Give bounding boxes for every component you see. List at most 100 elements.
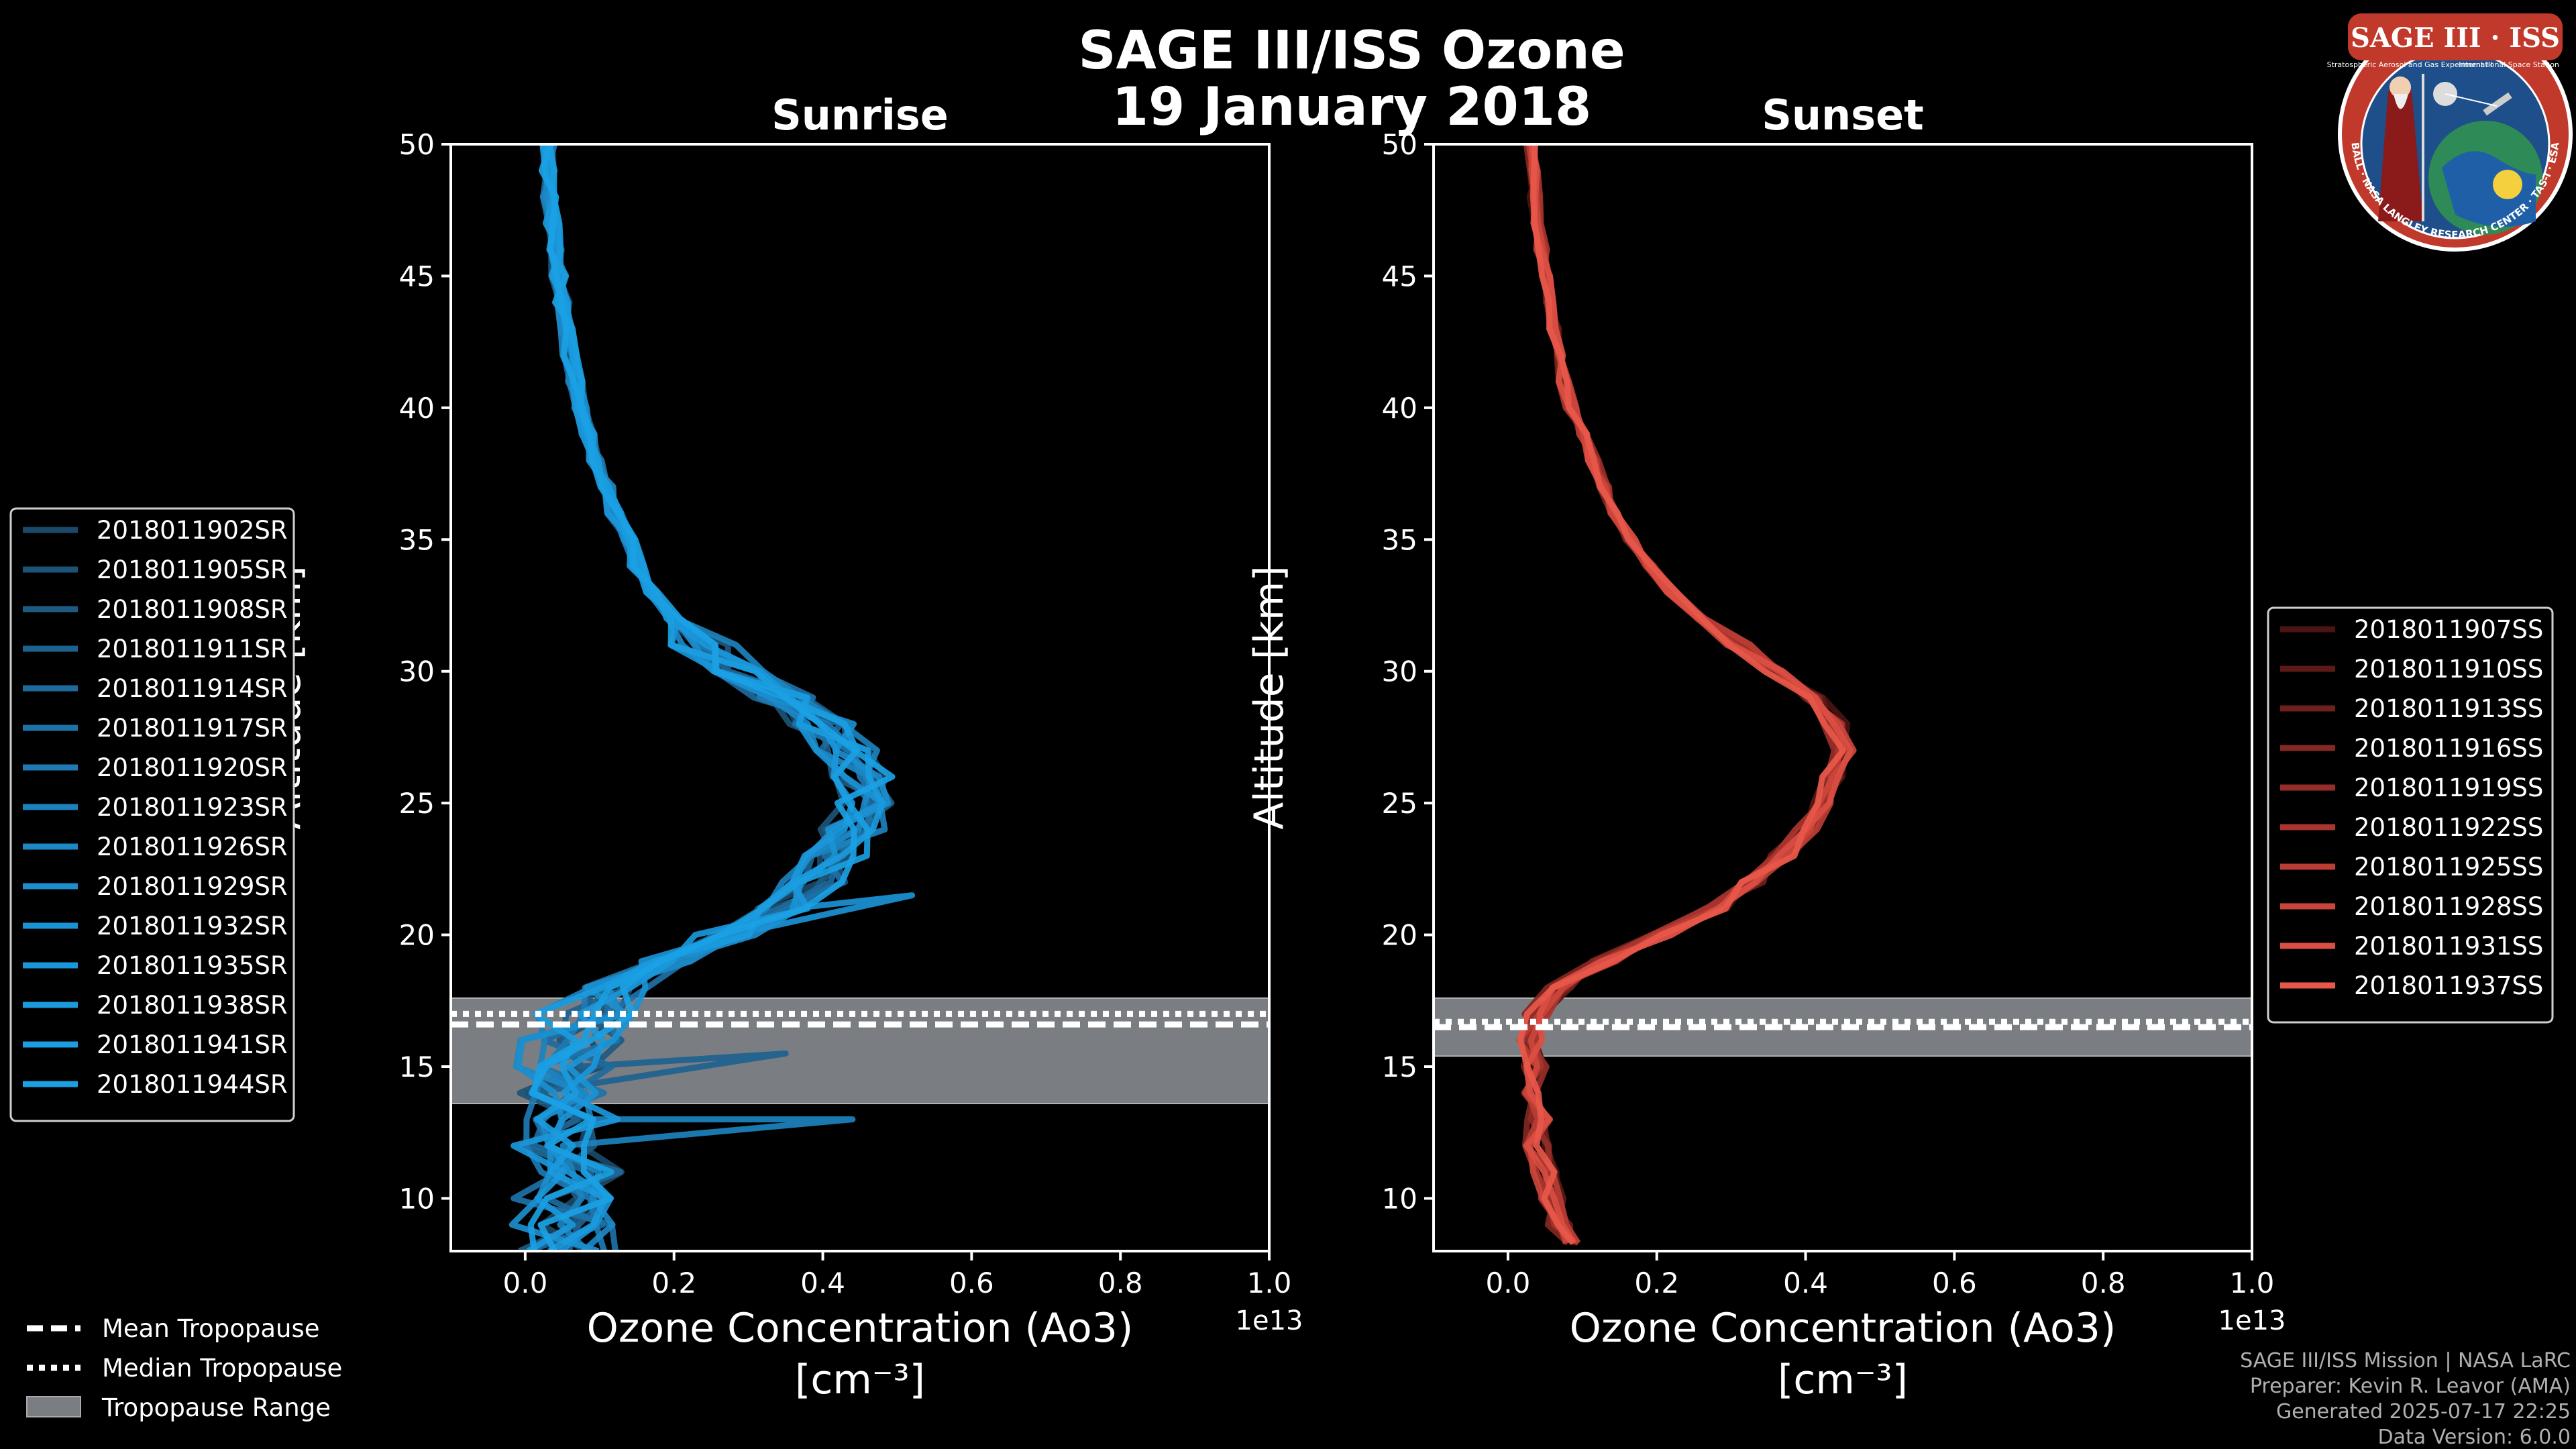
legend-label-2018011941SR: 2018011941SR — [97, 1030, 288, 1059]
y-tick-label: 25 — [399, 787, 435, 820]
x-tick-label: 0.4 — [800, 1267, 845, 1299]
legend-label-2018011944SR: 2018011944SR — [97, 1070, 288, 1099]
x-tick-label: 0.0 — [1486, 1267, 1531, 1299]
y-tick-label: 50 — [399, 128, 435, 161]
y-tick-label: 35 — [1382, 523, 1417, 556]
x-tick-label: 0.6 — [1932, 1267, 1977, 1299]
legend-label-2018011938SR: 2018011938SR — [97, 991, 288, 1020]
logo-subtitle-right: International Space Station — [2459, 60, 2559, 69]
y-tick-label: 15 — [1382, 1051, 1417, 1083]
legend-label-2018011919SS: 2018011919SS — [2354, 773, 2543, 802]
profile-line-2018011937SS — [1517, 144, 1847, 1246]
legend-label-2018011929SR: 2018011929SR — [97, 872, 288, 901]
y-tick-label: 30 — [1382, 655, 1417, 688]
sunset-legend: 2018011907SS 2018011910SS 2018011913SS 2018… — [2267, 606, 2554, 1024]
profile-line-2018011916SS — [1521, 144, 1843, 1246]
legend-label-2018011914SR: 2018011914SR — [97, 674, 288, 703]
sunset-profiles — [1516, 144, 1857, 1246]
x-tick-label: 0.6 — [949, 1267, 994, 1299]
profile-line-2018011925SS — [1516, 144, 1845, 1245]
y-tick-label: 50 — [1382, 128, 1417, 161]
x-tick-label: 0.2 — [1634, 1267, 1679, 1299]
sunrise-legend-box — [9, 507, 295, 1122]
footer-preparer: Preparer: Kevin R. Leavor (AMA) — [2250, 1375, 2571, 1398]
x-axis-label: Ozone Concentration (Ao3) — [587, 1305, 1134, 1352]
legend-label-2018011932SR: 2018011932SR — [97, 912, 288, 941]
mean-tropopause-label: Mean Tropopause — [102, 1314, 320, 1343]
y-tick-label: 45 — [1382, 260, 1417, 292]
legend-label-2018011920SR: 2018011920SR — [97, 753, 288, 782]
sunrise-axes-frame — [449, 143, 1271, 1252]
legend-label-2018011923SR: 2018011923SR — [97, 793, 288, 822]
sage-iii-iss-logo: SAGE III · ISS Stratospheric Aerosol and… — [2327, 13, 2573, 252]
x-tick-label: 1.0 — [2230, 1267, 2275, 1299]
logo-title: SAGE III · ISS — [2351, 22, 2560, 54]
logo-subtitle-left: Stratospheric Aerosol and Gas Experiment… — [2327, 60, 2493, 69]
tropopause-legend: Mean Tropopause Median Tropopause Tropop… — [26, 1314, 342, 1422]
logo-sun-icon — [2493, 170, 2522, 199]
legend-label-2018011922SS: 2018011922SS — [2354, 813, 2543, 842]
tropopause-range-swatch — [26, 1396, 81, 1417]
footer-data-version: Data Version: 6.0.0 — [2378, 1426, 2571, 1449]
legend-label-2018011911SR: 2018011911SR — [97, 635, 288, 663]
median-tropopause-label: Median Tropopause — [102, 1354, 342, 1383]
legend-label-2018011908SR: 2018011908SR — [97, 595, 288, 624]
y-tick-label: 30 — [399, 655, 435, 688]
footer-generated: Generated 2025-07-17 22:25 — [2276, 1400, 2571, 1424]
x-tick-label: 0.2 — [651, 1267, 696, 1299]
sunrise-title: Sunrise — [771, 91, 949, 140]
legend-label-2018011910SS: 2018011910SS — [2354, 655, 2543, 684]
legend-label-2018011925SS: 2018011925SS — [2354, 853, 2543, 881]
y-tick-label: 45 — [399, 260, 435, 292]
logo-wizard-head-icon — [2390, 76, 2411, 98]
legend-label-2018011931SS: 2018011931SS — [2354, 932, 2543, 961]
x-axis-unit-label: [cm⁻³] — [795, 1356, 925, 1403]
y-tick-label: 15 — [399, 1051, 435, 1083]
x-tick-label: 0.8 — [1098, 1267, 1143, 1299]
legend-label-2018011926SR: 2018011926SR — [97, 833, 288, 861]
y-tick-label: 20 — [1382, 919, 1417, 952]
logo-ocean-icon — [2442, 151, 2536, 227]
y-tick-label: 10 — [1382, 1182, 1417, 1215]
legend-label-2018011937SS: 2018011937SS — [2354, 971, 2543, 1000]
x-tick-label: 0.4 — [1783, 1267, 1828, 1299]
x-axis-unit-label: [cm⁻³] — [1778, 1356, 1908, 1403]
profile-line-2018011913SS — [1520, 144, 1848, 1244]
x-axis-label: Ozone Concentration (Ao3) — [1570, 1305, 2116, 1352]
x-tick-label: 1.0 — [1247, 1267, 1292, 1299]
legend-label-2018011916SS: 2018011916SS — [2354, 734, 2543, 763]
figure-title-line2: 19 January 2018 — [1112, 77, 1592, 138]
y-tick-label: 25 — [1382, 787, 1417, 820]
x-tick-label: 0.8 — [2081, 1267, 2126, 1299]
y-tick-label: 35 — [399, 523, 435, 556]
legend-label-2018011902SR: 2018011902SR — [97, 516, 288, 545]
legend-label-2018011905SR: 2018011905SR — [97, 555, 288, 584]
profile-line-2018011922SS — [1521, 144, 1845, 1246]
logo-iss-icon — [2483, 92, 2512, 116]
x-offset-label: 1e13 — [1236, 1305, 1303, 1336]
legend-label-2018011913SS: 2018011913SS — [2354, 694, 2543, 723]
y-tick-label: 40 — [399, 392, 435, 425]
sunrise-legend: 2018011902SR 2018011905SR 2018011908SR 2018… — [9, 507, 295, 1122]
x-offset-label: 1e13 — [2218, 1305, 2286, 1336]
tropopause-range-label: Tropopause Range — [101, 1393, 331, 1422]
legend-label-2018011928SS: 2018011928SS — [2354, 892, 2543, 921]
logo-banner — [2348, 13, 2563, 60]
logo-wizard-figure-icon — [2378, 91, 2423, 221]
logo-wizard-beard-icon — [2394, 94, 2408, 109]
sunset-legend-box — [2267, 606, 2554, 1024]
sunrise-profiles — [508, 144, 916, 1251]
sunset-title: Sunset — [1762, 91, 1924, 140]
profile-line-2018011944SR — [528, 144, 896, 1251]
profile-line-2018011919SS — [1524, 144, 1837, 1244]
sunset-panel: 10 15 20 25 30 35 40 45 50 0.0 0.2 0.4 0.6 0.8 1.0 1e13… — [1246, 91, 2286, 1403]
x-tick-label: 0.0 — [503, 1267, 548, 1299]
logo-beam-icon — [2445, 93, 2498, 107]
sunset-axes-frame — [1432, 143, 2253, 1252]
y-tick-label: 40 — [1382, 392, 1417, 425]
legend-label-2018011917SR: 2018011917SR — [97, 714, 288, 743]
figure-title-line1: SAGE III/ISS Ozone — [1078, 21, 1625, 81]
y-tick-label: 10 — [399, 1182, 435, 1215]
footer: SAGE III/ISS Mission | NASA LaRC Prepare… — [2240, 1349, 2571, 1449]
